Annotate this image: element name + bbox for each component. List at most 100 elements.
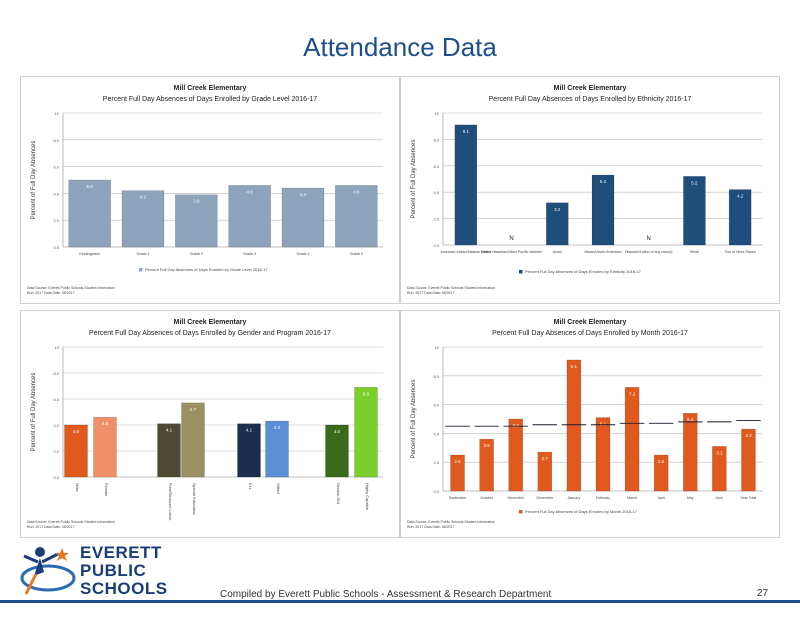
chart-subtitle: Percent Full Day Absences of Days Enroll… xyxy=(103,96,318,103)
data-source-note: Data Source: Everett Public Schools Stud… xyxy=(27,286,115,290)
bar-value-label: 5.0 xyxy=(87,184,94,189)
legend-swatch xyxy=(139,268,143,272)
y-axis-label: Percent of Full Day Absences xyxy=(411,140,417,219)
slide-title: Attendance Data xyxy=(303,32,497,62)
x-tick-label: Grade 1 xyxy=(137,252,150,256)
x-tick-label: Special Education xyxy=(192,483,197,515)
x-tick-label: Male xyxy=(75,483,80,492)
bar-na-label: N xyxy=(509,236,513,242)
y-tick-label: 0.0 xyxy=(53,475,59,480)
bar-value-label: 3.6 xyxy=(484,443,491,448)
bar-value-label: 4.1 xyxy=(246,428,253,433)
bar-value-label: 5.3 xyxy=(600,179,607,184)
bar xyxy=(591,174,615,246)
bar xyxy=(712,446,727,492)
bar-value-label: 6.9 xyxy=(363,391,370,396)
y-tick-label: 2.0 xyxy=(433,460,439,465)
bar xyxy=(546,202,569,246)
bar-value-label: 4.3 xyxy=(745,433,752,438)
x-tick-label: Native Hawaiian/Other Pacific Islander xyxy=(481,250,543,254)
bar xyxy=(728,189,752,246)
bar xyxy=(653,454,669,492)
bar xyxy=(454,124,478,246)
y-tick-label: 0.0 xyxy=(53,245,59,250)
bar-value-label: 3.1 xyxy=(716,450,723,455)
y-tick-label: 4.0 xyxy=(433,190,439,195)
y-tick-label: 6.0 xyxy=(433,403,439,408)
x-tick-label: Year Total xyxy=(741,496,757,500)
bar xyxy=(683,412,698,492)
chart-subtitle: Percent Full Day Absences of Days Enroll… xyxy=(89,330,331,337)
logo-line-2: PUBLIC xyxy=(80,561,147,580)
data-source-note: Run: 2017 Data Date: 08/2017 xyxy=(27,291,75,295)
bar-value-label: 4.4 xyxy=(300,192,307,197)
bar xyxy=(93,416,117,478)
bar xyxy=(281,187,325,248)
y-tick-label: 10 xyxy=(55,345,60,350)
chart-subtitle: Percent Full Day Absences of Days Enroll… xyxy=(489,96,692,103)
x-tick-label: March xyxy=(627,496,637,500)
bar xyxy=(181,402,205,478)
bar xyxy=(121,190,165,248)
y-tick-label: 4.0 xyxy=(53,423,59,428)
x-tick-label: December xyxy=(537,496,554,500)
bar-value-label: 4.6 xyxy=(353,189,360,194)
x-tick-label: May xyxy=(687,496,694,500)
bar-value-label: 3.9 xyxy=(193,199,200,204)
bar-value-label: 4.0 xyxy=(73,429,80,434)
x-tick-label: February xyxy=(596,496,611,500)
legend-swatch xyxy=(519,270,523,274)
x-tick-label: Hispanic/Latino of any race(s) xyxy=(625,250,673,254)
logo-figure-icon xyxy=(20,547,76,595)
y-tick-label: 0.0 xyxy=(433,243,439,248)
bar xyxy=(175,194,218,248)
y-tick-label: 6.0 xyxy=(53,165,59,170)
chart-subtitle: Percent Full Day Absences of Days Enroll… xyxy=(492,330,688,337)
bar xyxy=(237,423,261,478)
logo-line-3: SCHOOLS xyxy=(80,579,168,598)
data-source-note: Data Source: Everett Public Schools Stud… xyxy=(407,520,495,524)
y-tick-label: 4.0 xyxy=(53,191,59,196)
bar-value-label: 5.2 xyxy=(691,180,698,185)
bar-value-label: 2.5 xyxy=(658,459,665,464)
x-tick-label: Grade 4 xyxy=(297,252,310,256)
chart-title: Mill Creek Elementary xyxy=(554,319,627,326)
bar xyxy=(68,179,111,248)
y-tick-label: 2.0 xyxy=(53,218,59,223)
bar xyxy=(624,387,640,492)
data-source-note: Run: 2017 Data Date: 08/2017 xyxy=(27,525,75,529)
month-chart: Mill Creek Elementary Percent Full Day Ab… xyxy=(407,319,763,529)
data-source-note: Run: 2017 Data Date: 08/2017 xyxy=(407,291,455,295)
y-axis-label: Percent of Full Day Absences xyxy=(411,380,417,459)
legend-label: Percent Full Day Absences of Days Enroll… xyxy=(145,267,268,272)
footer-divider xyxy=(0,600,800,603)
bar xyxy=(265,420,289,478)
x-tick-label: Free/Reduced Lunch xyxy=(168,483,173,520)
bar xyxy=(508,418,523,492)
y-tick-label: 8.0 xyxy=(53,138,59,143)
y-tick-label: 2.0 xyxy=(53,449,59,454)
x-tick-label: January xyxy=(568,496,581,500)
bar-value-label: 5.1 xyxy=(600,422,607,427)
chart-title: Mill Creek Elementary xyxy=(554,85,627,92)
legend-label: Percent Full Day Absences of Days Enroll… xyxy=(525,509,638,514)
page-number: 27 xyxy=(757,588,769,599)
bar xyxy=(354,387,378,478)
bar-value-label: 5.7 xyxy=(190,407,197,412)
chart-panel-gender-program: Mill Creek Elementary Percent Full Day Ab… xyxy=(20,310,400,538)
bar-value-label: 4.2 xyxy=(737,194,744,199)
bar-value-label: 4.3 xyxy=(274,425,281,430)
bar-value-label: 4.2 xyxy=(140,195,147,200)
logo-line-1: EVERETT xyxy=(80,543,162,562)
x-tick-label: Highly Capable xyxy=(365,483,370,511)
bar-value-label: 4.6 xyxy=(247,189,254,194)
footer-credit: Compiled by Everett Public Schools - Ass… xyxy=(220,589,552,600)
x-tick-label: April xyxy=(658,496,665,500)
bar-value-label: 9.1 xyxy=(571,364,578,369)
bar-value-label: 7.2 xyxy=(629,391,636,396)
y-tick-label: 6.0 xyxy=(433,164,439,169)
bar-value-label: 2.7 xyxy=(542,456,549,461)
legend-label: Percent Full Day Absences of Days Enroll… xyxy=(525,269,642,274)
x-tick-label: October xyxy=(480,496,494,500)
y-tick-label: 8.0 xyxy=(433,374,439,379)
